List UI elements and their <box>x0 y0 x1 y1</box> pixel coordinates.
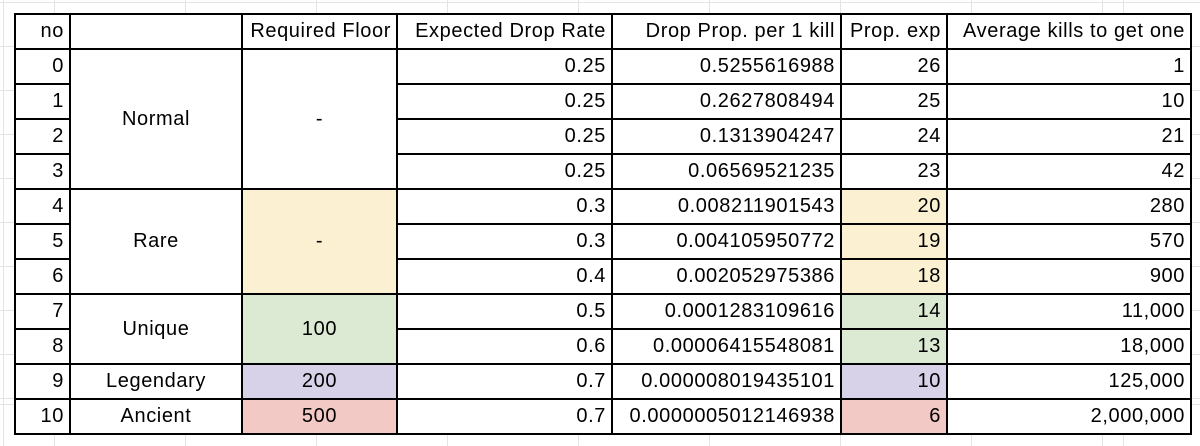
cell-drop-prop[interactable]: 0.000008019435101 <box>611 363 842 400</box>
cell-no[interactable]: 9 <box>14 363 71 400</box>
cell-drop-prop[interactable]: 0.2627808494 <box>611 83 842 120</box>
cell-required-floor-unique[interactable]: 100 <box>241 293 398 365</box>
header-avg-kills[interactable]: Average kills to get one <box>946 13 1192 50</box>
cell-drop-prop[interactable]: 0.00006415548081 <box>611 328 842 365</box>
cell-avg-kills[interactable]: 18,000 <box>946 328 1192 365</box>
header-required-floor[interactable]: Required Floor <box>241 13 398 50</box>
cell-prop-exp[interactable]: 13 <box>840 328 948 365</box>
cell-prop-exp[interactable]: 24 <box>840 118 948 155</box>
table-row: 8 0.6 0.00006415548081 13 18,000 <box>14 328 1192 365</box>
header-no[interactable]: no <box>14 13 71 50</box>
cell-no[interactable]: 8 <box>14 328 71 365</box>
cell-expected-drop-rate[interactable]: 0.4 <box>396 258 613 295</box>
cell-drop-prop[interactable]: 0.004105950772 <box>611 223 842 260</box>
cell-no[interactable]: 10 <box>14 398 71 435</box>
cell-required-floor-rare[interactable]: - <box>241 188 398 295</box>
cell-prop-exp[interactable]: 25 <box>840 83 948 120</box>
table-row: 4 Rare - 0.3 0.008211901543 20 280 <box>14 188 1192 295</box>
header-prop-exp[interactable]: Prop. exp <box>840 13 948 50</box>
cell-drop-prop[interactable]: 0.0000005012146938 <box>611 398 842 435</box>
table-row: 2 0.25 0.1313904247 24 21 <box>14 118 1192 155</box>
cell-required-floor-legendary[interactable]: 200 <box>241 363 398 400</box>
cell-prop-exp[interactable]: 26 <box>840 48 948 85</box>
cell-no[interactable]: 4 <box>14 188 71 225</box>
cell-prop-exp[interactable]: 23 <box>840 153 948 190</box>
header-expected-drop-rate[interactable]: Expected Drop Rate <box>396 13 613 50</box>
cell-expected-drop-rate[interactable]: 0.7 <box>396 363 613 400</box>
header-row: no Required Floor Expected Drop Rate Dro… <box>14 13 1192 50</box>
table-row: 9 Legendary 200 0.7 0.000008019435101 10… <box>14 363 1192 400</box>
cell-required-floor-normal[interactable]: - <box>241 48 398 190</box>
table-row: 1 0.25 0.2627808494 25 10 <box>14 83 1192 120</box>
cell-prop-exp[interactable]: 10 <box>840 363 948 400</box>
cell-expected-drop-rate[interactable]: 0.5 <box>396 293 613 330</box>
cell-avg-kills[interactable]: 125,000 <box>946 363 1192 400</box>
cell-category-rare[interactable]: Rare <box>69 188 243 295</box>
cell-avg-kills[interactable]: 280 <box>946 188 1192 225</box>
header-drop-prop[interactable]: Drop Prop. per 1 kill <box>611 13 842 50</box>
cell-expected-drop-rate[interactable]: 0.25 <box>396 48 613 85</box>
cell-no[interactable]: 7 <box>14 293 71 330</box>
table-row: 5 0.3 0.004105950772 19 570 <box>14 223 1192 260</box>
cell-expected-drop-rate[interactable]: 0.25 <box>396 83 613 120</box>
cell-drop-prop[interactable]: 0.002052975386 <box>611 258 842 295</box>
table-row: 10 Ancient 500 0.7 0.0000005012146938 6 … <box>14 398 1192 435</box>
cell-avg-kills[interactable]: 2,000,000 <box>946 398 1192 435</box>
cell-no[interactable]: 1 <box>14 83 71 120</box>
cell-expected-drop-rate[interactable]: 0.3 <box>396 188 613 225</box>
cell-avg-kills[interactable]: 570 <box>946 223 1192 260</box>
cell-category-normal[interactable]: Normal <box>69 48 243 190</box>
cell-drop-prop[interactable]: 0.1313904247 <box>611 118 842 155</box>
header-category[interactable] <box>69 13 243 50</box>
cell-prop-exp[interactable]: 14 <box>840 293 948 330</box>
cell-avg-kills[interactable]: 1 <box>946 48 1192 85</box>
cell-drop-prop[interactable]: 0.5255616988 <box>611 48 842 85</box>
table-row: 7 Unique 100 0.5 0.0001283109616 14 11,0… <box>14 293 1192 365</box>
cell-required-floor-ancient[interactable]: 500 <box>241 398 398 435</box>
cell-expected-drop-rate[interactable]: 0.7 <box>396 398 613 435</box>
cell-category-ancient[interactable]: Ancient <box>69 398 243 435</box>
table-row: 6 0.4 0.002052975386 18 900 <box>14 258 1192 295</box>
cell-no[interactable]: 6 <box>14 258 71 295</box>
cell-avg-kills[interactable]: 10 <box>946 83 1192 120</box>
cell-category-legendary[interactable]: Legendary <box>69 363 243 400</box>
cell-drop-prop[interactable]: 0.06569521235 <box>611 153 842 190</box>
cell-prop-exp[interactable]: 6 <box>840 398 948 435</box>
table-row: 0 Normal - 0.25 0.5255616988 26 1 <box>14 48 1192 190</box>
drop-rate-table: no Required Floor Expected Drop Rate Dro… <box>14 13 1192 435</box>
cell-drop-prop[interactable]: 0.0001283109616 <box>611 293 842 330</box>
cell-prop-exp[interactable]: 19 <box>840 223 948 260</box>
cell-no[interactable]: 5 <box>14 223 71 260</box>
cell-expected-drop-rate[interactable]: 0.6 <box>396 328 613 365</box>
cell-prop-exp[interactable]: 20 <box>840 188 948 225</box>
cell-no[interactable]: 2 <box>14 118 71 155</box>
cell-category-unique[interactable]: Unique <box>69 293 243 365</box>
cell-avg-kills[interactable]: 42 <box>946 153 1192 190</box>
cell-no[interactable]: 3 <box>14 153 71 190</box>
cell-drop-prop[interactable]: 0.008211901543 <box>611 188 842 225</box>
cell-prop-exp[interactable]: 18 <box>840 258 948 295</box>
cell-expected-drop-rate[interactable]: 0.3 <box>396 223 613 260</box>
cell-no[interactable]: 0 <box>14 48 71 85</box>
cell-avg-kills[interactable]: 21 <box>946 118 1192 155</box>
cell-expected-drop-rate[interactable]: 0.25 <box>396 153 613 190</box>
cell-expected-drop-rate[interactable]: 0.25 <box>396 118 613 155</box>
table-row: 3 0.25 0.06569521235 23 42 <box>14 153 1192 190</box>
cell-avg-kills[interactable]: 11,000 <box>946 293 1192 330</box>
cell-avg-kills[interactable]: 900 <box>946 258 1192 295</box>
